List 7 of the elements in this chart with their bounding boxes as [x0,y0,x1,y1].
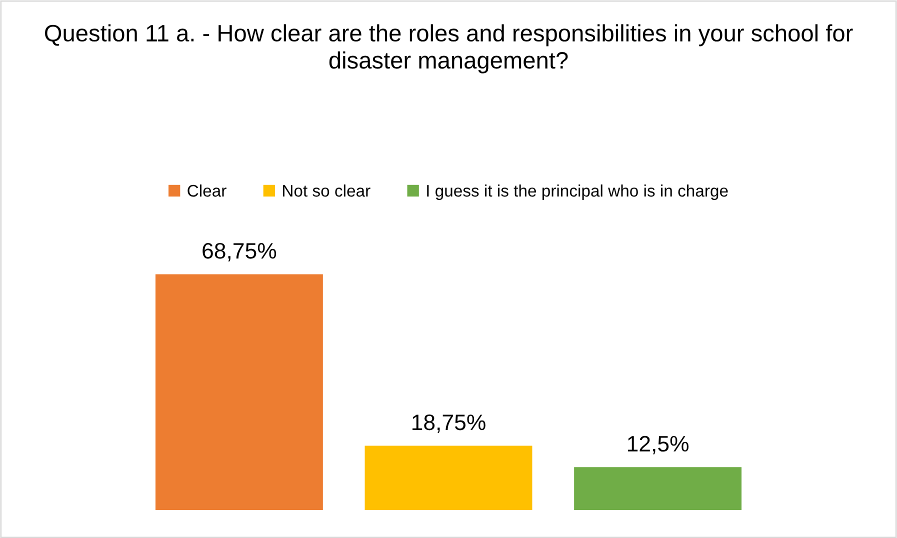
legend-label: Not so clear [283,184,370,197]
legend-label: I guess it is the principal who is in charge [427,184,728,200]
legend-label: Clear [188,184,226,197]
data-label: 68,75% [202,242,276,262]
data-label: 12,5% [628,436,689,454]
chart-title: Question 11 a. - How clear are the roles and responsibilities in your school for disaster management? [44,24,853,74]
data-label: 18,75% [412,414,486,433]
